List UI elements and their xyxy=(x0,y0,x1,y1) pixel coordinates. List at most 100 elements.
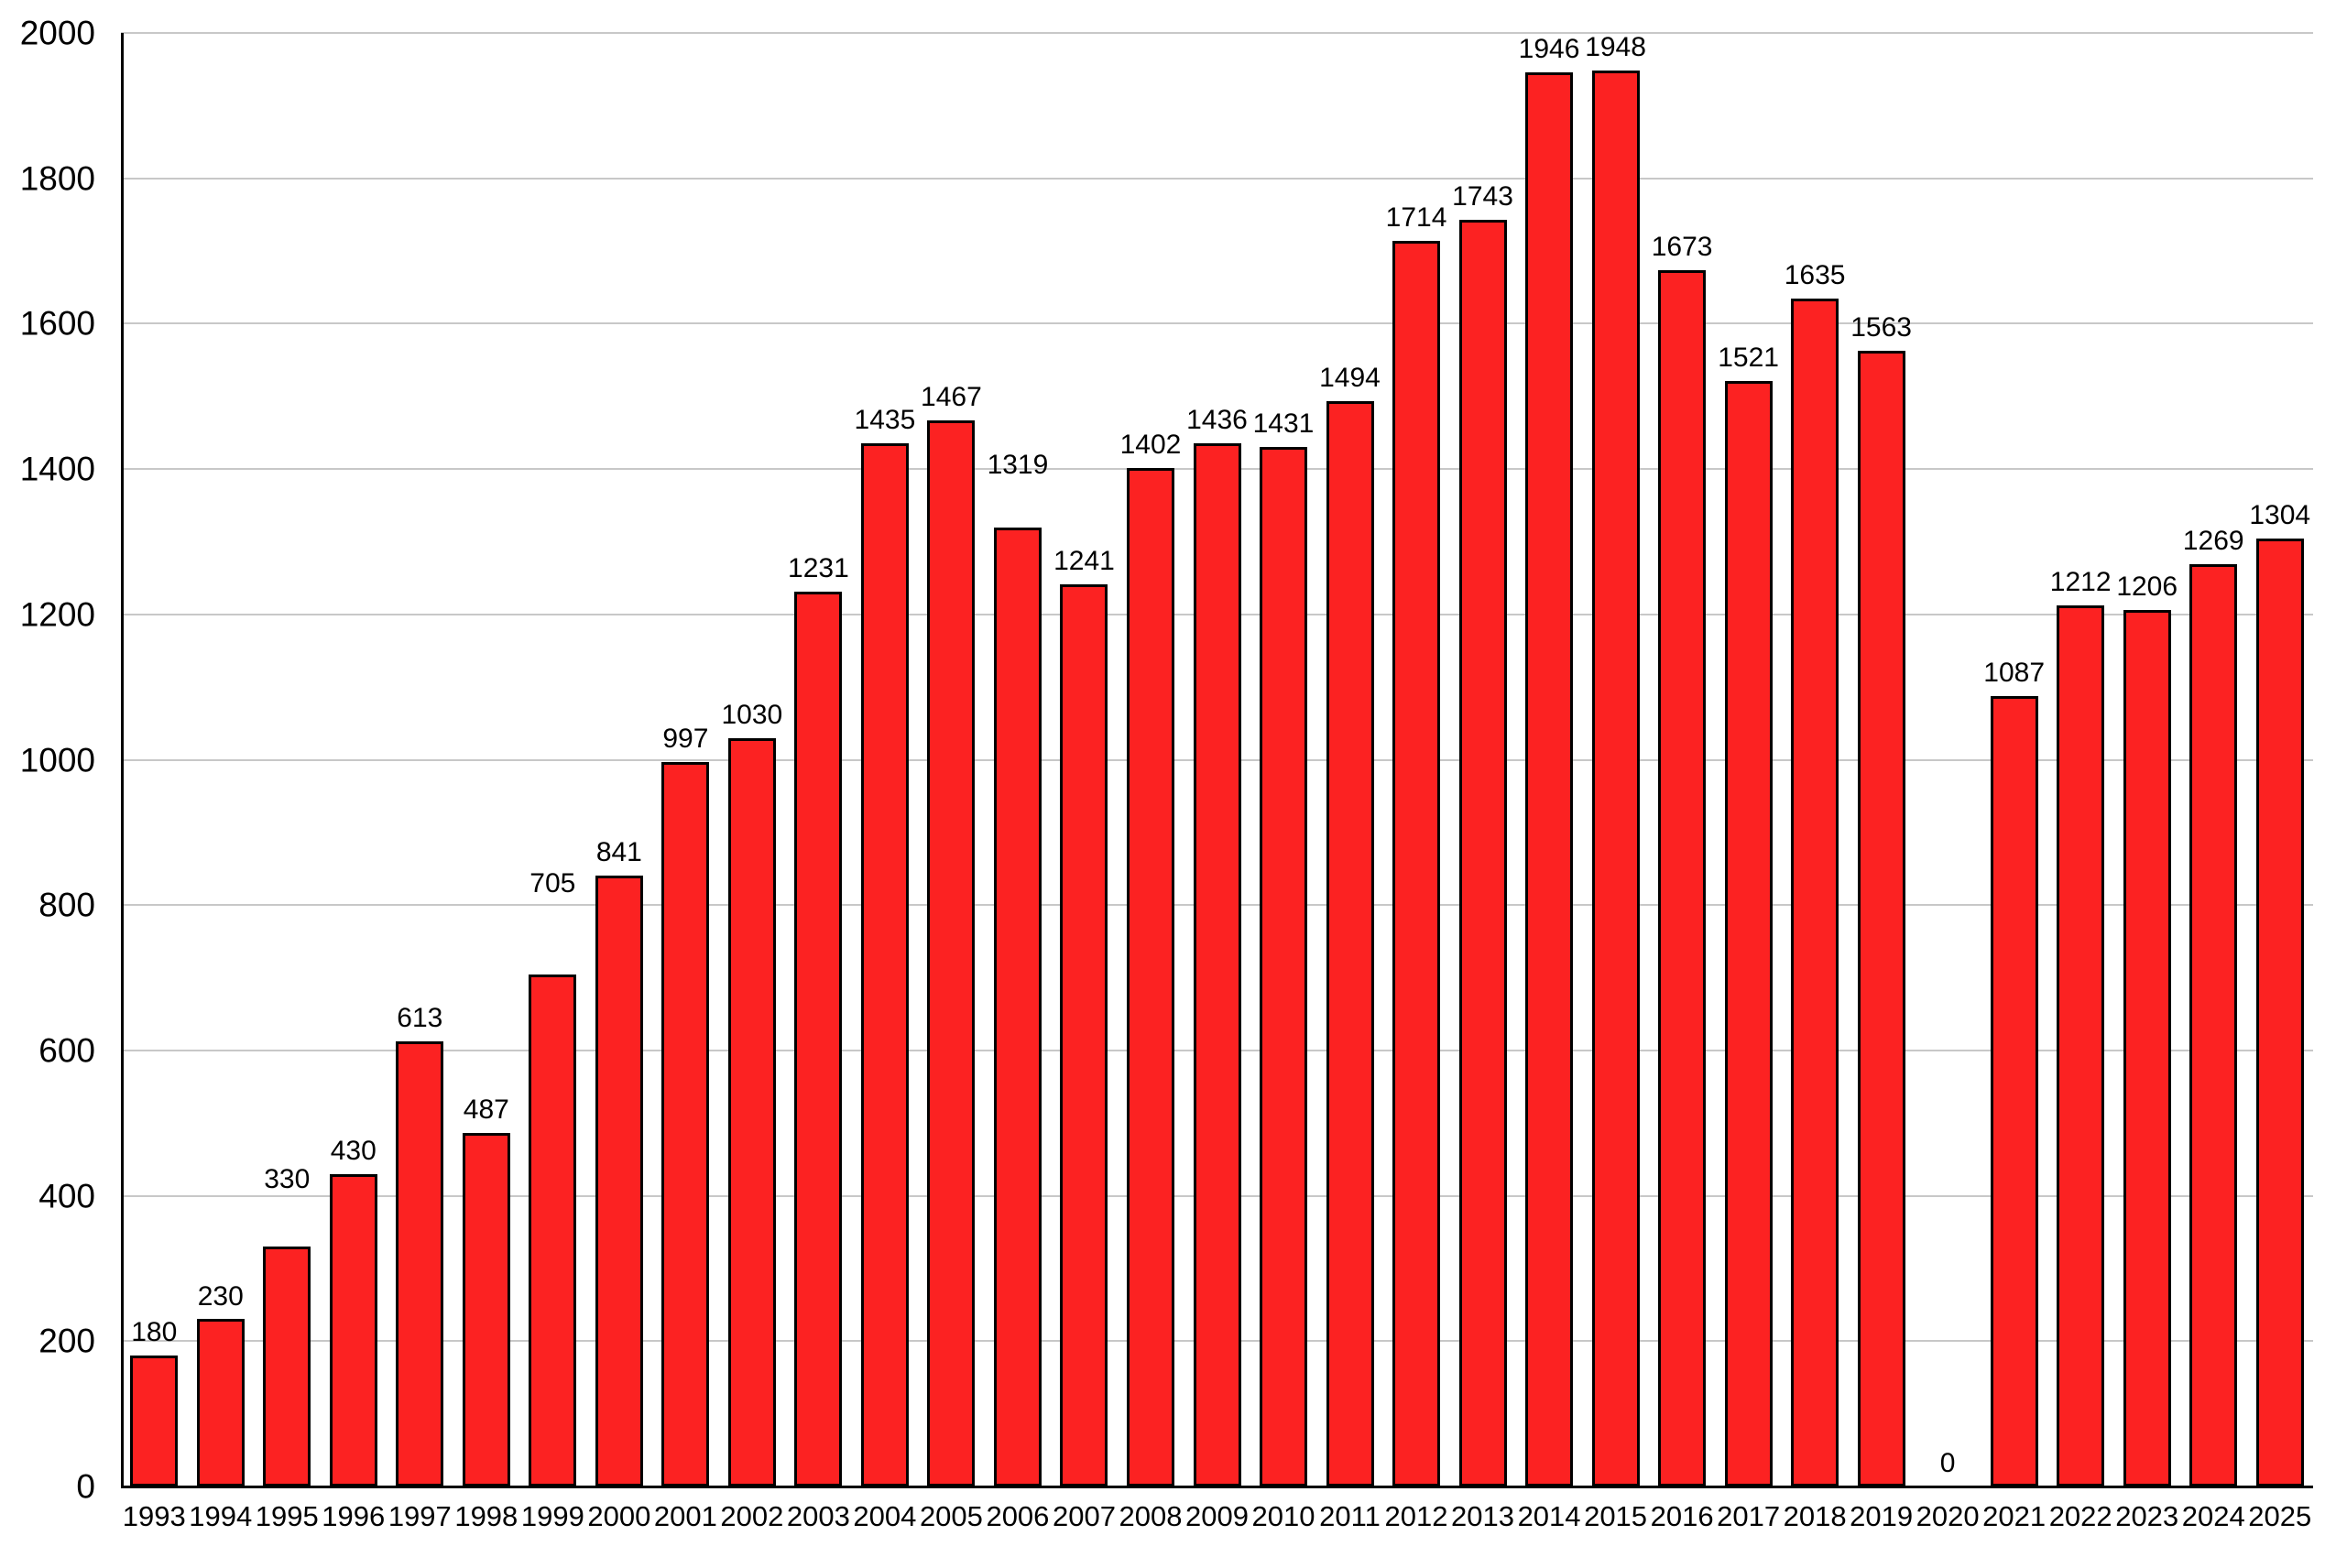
y-axis-tick-label: 800 xyxy=(38,886,95,924)
bar-value-label: 1319 xyxy=(987,450,1049,481)
y-axis-tick-label: 1000 xyxy=(19,741,95,779)
x-axis-tick-label: 1995 xyxy=(255,1500,319,1532)
bar-value-label: 1231 xyxy=(788,553,849,584)
bar xyxy=(462,1132,510,1486)
bar xyxy=(2255,539,2304,1486)
bar-value-label: 1635 xyxy=(1784,259,1846,290)
x-axis-tick-label: 2000 xyxy=(587,1500,651,1532)
x-axis-tick-label: 2021 xyxy=(1982,1500,2047,1532)
grid-line xyxy=(121,322,2313,325)
bar xyxy=(263,1247,311,1486)
bar-value-label: 1435 xyxy=(854,405,916,436)
bar xyxy=(794,592,843,1486)
x-axis-tick-label: 2002 xyxy=(720,1500,784,1532)
bar xyxy=(1791,298,1839,1486)
bar-value-label: 1743 xyxy=(1452,180,1513,212)
bar-value-label: 1269 xyxy=(2182,526,2244,557)
bar-value-label: 705 xyxy=(529,867,576,898)
bar xyxy=(1260,446,1307,1486)
bar xyxy=(1724,381,1773,1486)
bar xyxy=(1193,442,1241,1486)
bar-value-label: 487 xyxy=(463,1094,509,1125)
x-axis-tick-label: 2013 xyxy=(1451,1500,1515,1532)
bar xyxy=(1392,240,1441,1486)
bar xyxy=(1525,71,1574,1486)
y-axis-tick-label: 200 xyxy=(38,1322,95,1360)
y-axis-tick-label: 2000 xyxy=(19,14,95,52)
bar xyxy=(2189,564,2238,1486)
bar-value-label: 1304 xyxy=(2249,500,2311,531)
bar-value-label: 1494 xyxy=(1319,362,1381,393)
bar xyxy=(396,1040,444,1486)
x-axis-tick-label: 2024 xyxy=(2181,1500,2245,1532)
x-axis-tick-label: 2005 xyxy=(919,1500,983,1532)
bar-value-label: 1206 xyxy=(2116,572,2178,603)
bar-value-label: 997 xyxy=(662,723,709,754)
bar xyxy=(1990,696,2038,1486)
grid-line xyxy=(121,32,2313,34)
x-axis-tick-label: 2023 xyxy=(2115,1500,2179,1532)
bar xyxy=(1591,71,1640,1486)
bar-value-label: 0 xyxy=(1939,1448,1956,1478)
x-axis-tick-label: 2008 xyxy=(1119,1500,1183,1532)
bar xyxy=(196,1319,245,1486)
x-axis-tick-label: 1994 xyxy=(189,1500,253,1532)
bar xyxy=(529,974,577,1486)
bar-value-label: 1212 xyxy=(2049,567,2112,598)
bar-value-label: 1714 xyxy=(1385,201,1447,233)
bar xyxy=(727,737,776,1486)
x-axis-tick-label: 2010 xyxy=(1251,1500,1315,1532)
bar-value-label: 1673 xyxy=(1651,232,1713,263)
bar xyxy=(1126,467,1174,1486)
bar-value-label: 1563 xyxy=(1850,311,1912,343)
x-axis-tick-label: 2016 xyxy=(1650,1500,1714,1532)
bar-value-label: 1436 xyxy=(1186,404,1248,435)
x-axis-tick-label: 1999 xyxy=(520,1500,584,1532)
y-axis-tick-label: 0 xyxy=(76,1467,95,1506)
y-axis-tick-label: 1200 xyxy=(19,595,95,634)
x-axis-tick-label: 2025 xyxy=(2248,1500,2312,1532)
x-axis-tick-label: 2003 xyxy=(786,1500,850,1532)
y-axis-tick-label: 1600 xyxy=(19,304,95,343)
bar xyxy=(1857,350,1905,1486)
bar xyxy=(1458,219,1507,1486)
bar-value-label: 1087 xyxy=(1983,658,2046,689)
bar xyxy=(595,875,643,1486)
bar xyxy=(927,419,976,1486)
bar-value-label: 1431 xyxy=(1252,408,1315,439)
bar-value-label: 1030 xyxy=(721,699,783,730)
bar xyxy=(1060,584,1108,1486)
grid-line xyxy=(121,177,2313,180)
bar-value-label: 1946 xyxy=(1518,33,1580,64)
x-axis-tick-label: 2015 xyxy=(1584,1500,1648,1532)
x-axis-tick-label: 2004 xyxy=(853,1500,917,1532)
bar-value-label: 1241 xyxy=(1053,546,1115,577)
bar-value-label: 180 xyxy=(131,1317,178,1348)
bar-value-label: 1467 xyxy=(921,381,982,412)
x-axis-tick-label: 2020 xyxy=(1916,1500,1980,1532)
bar xyxy=(130,1356,179,1486)
bar-value-label: 330 xyxy=(264,1164,311,1195)
bar xyxy=(661,761,710,1486)
bar xyxy=(2057,605,2105,1486)
x-axis-tick-label: 2006 xyxy=(986,1500,1050,1532)
bar-value-label: 430 xyxy=(330,1135,377,1166)
y-axis-tick-label: 1400 xyxy=(19,450,95,488)
x-axis-tick-label: 1997 xyxy=(388,1500,452,1532)
bar-value-label: 1948 xyxy=(1585,32,1646,63)
bar-value-label: 1521 xyxy=(1718,343,1779,374)
y-axis-line xyxy=(121,33,124,1486)
bar-value-label: 613 xyxy=(397,1002,443,1033)
x-axis-tick-label: 2017 xyxy=(1717,1500,1781,1532)
y-axis-tick-label: 1800 xyxy=(19,159,95,198)
y-axis-tick-label: 400 xyxy=(38,1177,95,1215)
x-axis-tick-label: 1998 xyxy=(454,1500,518,1532)
bar-value-label: 1402 xyxy=(1119,429,1182,460)
bar-value-label: 230 xyxy=(197,1280,244,1312)
bar xyxy=(993,528,1042,1486)
x-axis-tick-label: 2001 xyxy=(653,1500,717,1532)
x-axis-tick-label: 2018 xyxy=(1783,1500,1847,1532)
bar xyxy=(1326,400,1374,1486)
bar xyxy=(1658,270,1707,1486)
